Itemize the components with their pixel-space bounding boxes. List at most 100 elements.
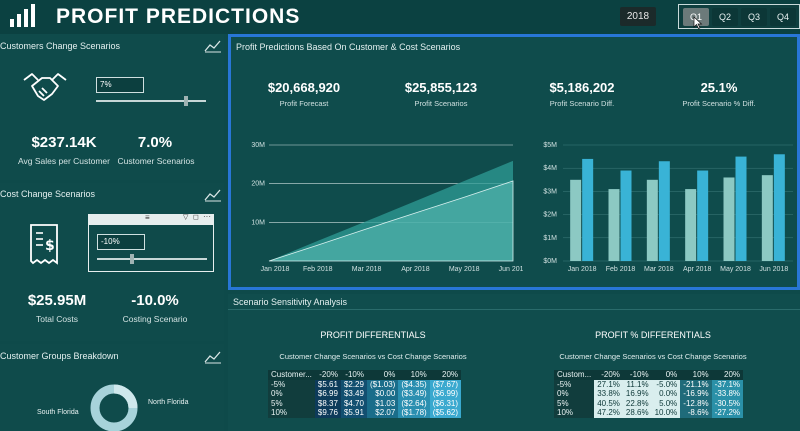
header-bar: PROFIT PREDICTIONS 2018 Q1 Q2 Q3 Q4	[0, 0, 800, 34]
year-selector[interactable]: 2018	[620, 7, 656, 26]
table-header-cell[interactable]: -20%	[314, 370, 341, 380]
table-row: -5% $5.61 $2.29 ($1.03) ($4.35) ($7.67)	[268, 379, 462, 389]
profit-differentials-table: Customer... -20% -10% 0% 10% 20% -5% $5.61 $2.29…	[268, 370, 462, 418]
trend-icon[interactable]	[204, 39, 222, 53]
table-cell: 33.8%	[594, 389, 623, 399]
row-header-cell: -5%	[268, 379, 315, 389]
profit-area-chart[interactable]: 30M 20M 10M Jan 2018 Feb 2018 Mar 2018 Apr 201…	[233, 137, 523, 277]
table-header-cell[interactable]: 20%	[711, 370, 744, 380]
bar	[697, 170, 709, 261]
x-tick-label: Apr 2018	[683, 266, 712, 273]
table-cell: $5.91	[340, 408, 367, 418]
profit-bar-chart[interactable]: $5M $4M $3M $2M $1M $0M Jan 2018 Feb 2018 Mar 20…	[529, 137, 797, 277]
table-cell: ($1.03)	[366, 379, 399, 389]
table-header-cell[interactable]: 10%	[398, 370, 430, 380]
customer-groups-panel: Customer Groups Breakdown South Florida …	[0, 344, 224, 431]
drag-handle-icon[interactable]: ≡	[145, 213, 150, 222]
cost-slider-handle[interactable]	[130, 254, 134, 264]
cost-change-slider[interactable]	[97, 258, 207, 260]
row-header-cell: 10%	[268, 408, 315, 418]
table-header-cell[interactable]: 0%	[366, 370, 399, 380]
x-tick-label: Jun 2018	[499, 266, 523, 273]
cost-slicer-visual[interactable]: ≡ ▽ ◻ ···	[88, 212, 214, 272]
x-tick-label: Mar 2018	[644, 266, 674, 273]
bar	[658, 161, 670, 261]
table-cell: ($7.67)	[429, 379, 462, 389]
svg-text:$: $	[45, 238, 55, 254]
table-header-cell[interactable]: -10%	[340, 370, 367, 380]
table-cell: 0.0%	[651, 389, 681, 399]
bar	[570, 179, 582, 261]
customer-scenario-label: Customer Scenarios	[117, 156, 195, 166]
panel-title: Customers Change Scenarios	[0, 41, 121, 51]
trend-icon[interactable]	[204, 188, 222, 202]
total-costs-value: $25.95M	[27, 292, 87, 309]
donut-label-north-florida: North Florida	[148, 399, 189, 406]
table-cell: 47.2%	[594, 408, 623, 418]
bar	[773, 154, 785, 261]
table-cell: ($3.49)	[398, 389, 430, 399]
bar-chart-logo-icon	[10, 4, 35, 27]
table-cell: -27.2%	[711, 408, 744, 418]
profit-predictions-panel[interactable]: Profit Predictions Based On Customer & C…	[228, 34, 800, 290]
table-header-cell[interactable]: 10%	[680, 370, 712, 380]
focus-mode-icon[interactable]: ◻	[193, 214, 199, 221]
customer-change-slider[interactable]	[96, 100, 206, 102]
table-cell: $2.07	[366, 408, 399, 418]
costing-scenario-label: Costing Scenario	[122, 314, 188, 324]
table-cell: $4.70	[340, 398, 367, 408]
customer-scenario-value: 7.0%	[137, 134, 173, 151]
quarter-button-q2[interactable]: Q2	[712, 8, 738, 26]
table-cell: $3.49	[340, 389, 367, 399]
quarter-button-q4[interactable]: Q4	[770, 8, 796, 26]
row-header-cell: 10%	[554, 408, 595, 418]
table-cell: 28.6%	[622, 408, 652, 418]
profit-differentials-title: PROFIT DIFFERENTIALS	[320, 330, 426, 340]
profit-forecast-value: $20,668,920	[267, 80, 341, 95]
row-header-cell: 5%	[268, 398, 315, 408]
table-cell: $2.29	[340, 379, 367, 389]
row-header-cell: 5%	[554, 398, 595, 408]
table-header-cell[interactable]: -20%	[594, 370, 623, 380]
table-cell: -37.1%	[711, 379, 744, 389]
total-costs-label: Total Costs	[35, 314, 79, 324]
table-header-cell[interactable]: Custom...	[554, 370, 595, 380]
cost-change-input[interactable]: -10%	[97, 234, 145, 250]
table-row: 0% 33.8% 16.9% 0.0% -16.9% -33.8%	[554, 389, 744, 399]
table-header-cell[interactable]: 0%	[651, 370, 681, 380]
table-row: 10% $9.76 $5.91 $2.07 ($1.78) ($5.62)	[268, 408, 462, 418]
table-header-cell[interactable]: Customer...	[268, 370, 315, 380]
profit-scenarios-label: Profit Scenarios	[414, 99, 468, 108]
table-row: 5% 40.5% 22.8% 5.0% -12.8% -30.5%	[554, 398, 744, 408]
table-cell: ($5.62)	[429, 408, 462, 418]
table-cell: 10.0%	[651, 408, 681, 418]
bar	[646, 179, 658, 261]
x-tick-label: Feb 2018	[303, 266, 333, 273]
bar	[582, 158, 594, 261]
customer-slider-handle[interactable]	[184, 96, 188, 106]
table-cell: 11.1%	[622, 379, 652, 389]
table-cell: $6.99	[314, 389, 341, 399]
table-cell: $0.00	[366, 389, 399, 399]
profit-differentials-subtitle: Customer Change Scenarios vs Cost Change…	[279, 352, 467, 361]
row-header-cell: 0%	[268, 389, 315, 399]
row-header-cell: 0%	[554, 389, 595, 399]
quarter-button-q3[interactable]: Q3	[741, 8, 767, 26]
scenario-sensitivity-panel: Scenario Sensitivity Analysis PROFIT DIF…	[228, 294, 800, 431]
trend-icon[interactable]	[204, 350, 222, 364]
bar	[735, 156, 747, 261]
table-cell: ($1.78)	[398, 408, 430, 418]
filter-icon[interactable]: ▽	[183, 214, 189, 221]
table-cell: ($2.64)	[398, 398, 430, 408]
table-cell: -21.1%	[680, 379, 712, 389]
quarter-button-q1[interactable]: Q1	[683, 8, 709, 26]
customer-change-input[interactable]: 7%	[96, 77, 144, 93]
page-title: PROFIT PREDICTIONS	[56, 5, 301, 28]
table-header-cell[interactable]: -10%	[622, 370, 652, 380]
y-tick-label: $4M	[543, 165, 557, 172]
table-header-cell[interactable]: 20%	[429, 370, 462, 380]
customer-groups-donut-chart[interactable]	[88, 382, 140, 431]
more-options-icon[interactable]: ···	[203, 212, 211, 221]
handshake-icon	[23, 73, 67, 101]
bar	[761, 175, 773, 261]
